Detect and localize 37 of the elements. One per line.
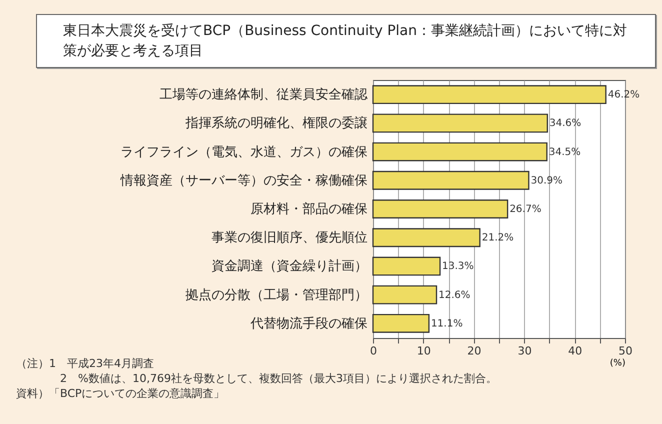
data-label: 12.6%	[438, 290, 470, 301]
bar	[372, 200, 508, 218]
y-tick-label: 工場等の連絡体制、従業員安全確認	[160, 86, 368, 103]
bar	[372, 114, 548, 133]
text: （注）1 平成23年4月調査	[16, 356, 155, 371]
bar	[372, 314, 430, 333]
y-tick-label: ライフライン（電気、水道、ガス）の確保	[120, 144, 368, 160]
x-tick-label: 20	[467, 344, 482, 358]
x-tick-label: 50	[618, 344, 632, 358]
data-label: 21.2%	[482, 232, 514, 244]
bar	[372, 228, 480, 248]
data-label: 11.1%	[430, 318, 463, 330]
data-label: 34.5%	[548, 146, 581, 158]
x-tick-label: 30	[518, 344, 532, 358]
y-tick-label: 代替物流手段の確保	[250, 315, 368, 332]
y-tick-label: 拠点の分散（工場・管理部門）	[186, 288, 368, 303]
text: 2 %数値は、10,769社を母数として、複数回答（最大3項目）により選択された割合。	[59, 371, 497, 386]
data-label: 13.3%	[442, 261, 474, 272]
y-tick-label: 資金調達（資金繰り計画）	[212, 259, 368, 274]
data-label: 34.6%	[549, 118, 582, 130]
data-label: 30.9%	[530, 175, 563, 186]
bar	[372, 142, 548, 162]
bar	[372, 170, 530, 190]
bar	[372, 285, 438, 304]
data-label: 26.7%	[510, 204, 542, 215]
x-tick-label: 10	[416, 344, 431, 358]
x-tick-label: 40	[568, 344, 582, 358]
y-tick-label: 事業の復旧順序、優先順位	[212, 230, 368, 246]
y-tick-label: 指揮系統の明確化、権限の委譲	[184, 116, 368, 132]
text: 資料）「BCPについての企業の意識調査」	[16, 386, 226, 401]
y-tick-label: 原材料・部品の確保	[250, 202, 368, 217]
chart-title: 東日本大震災を受けてBCP（Business Continuity Plan：事業継続計画）において特に対策が必要と考える項目	[36, 14, 656, 68]
x-axis-title: (%)	[610, 358, 626, 368]
y-tick-label: 情報資産（サーバー等）の安全・稼働確保	[120, 172, 368, 188]
bar	[372, 85, 606, 104]
x-tick-label: 0	[370, 344, 377, 358]
bar	[372, 256, 441, 276]
